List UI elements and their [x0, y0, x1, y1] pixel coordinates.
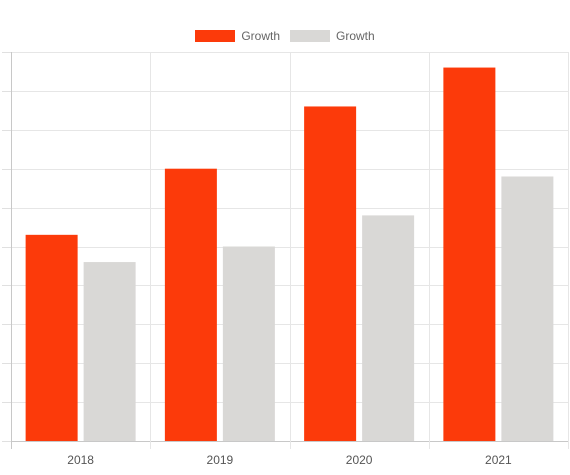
legend-swatch-series-2 [290, 30, 330, 42]
x-tick-label: 2019 [207, 453, 234, 467]
legend: Growth Growth [0, 27, 570, 45]
bar-2021-series-1 [443, 67, 496, 441]
bar-2021-series-2 [501, 176, 554, 442]
x-tick-label: 2020 [346, 453, 373, 467]
x-tick-label: 2021 [485, 453, 512, 467]
legend-swatch-series-1 [195, 30, 236, 42]
legend-item-series-1[interactable]: Growth [195, 29, 280, 43]
legend-item-series-2[interactable]: Growth [290, 29, 375, 43]
bar-2020-series-1 [304, 106, 357, 442]
bar-2019-series-2 [222, 246, 275, 441]
legend-label-series-2: Growth [336, 29, 375, 43]
legend-label-series-1: Growth [241, 29, 280, 43]
x-tick-label: 2018 [67, 453, 94, 467]
bar-2018-series-1 [25, 234, 78, 441]
bar-2019-series-1 [164, 168, 217, 441]
bar-2018-series-2 [83, 262, 136, 441]
bar-2020-series-2 [362, 215, 415, 441]
